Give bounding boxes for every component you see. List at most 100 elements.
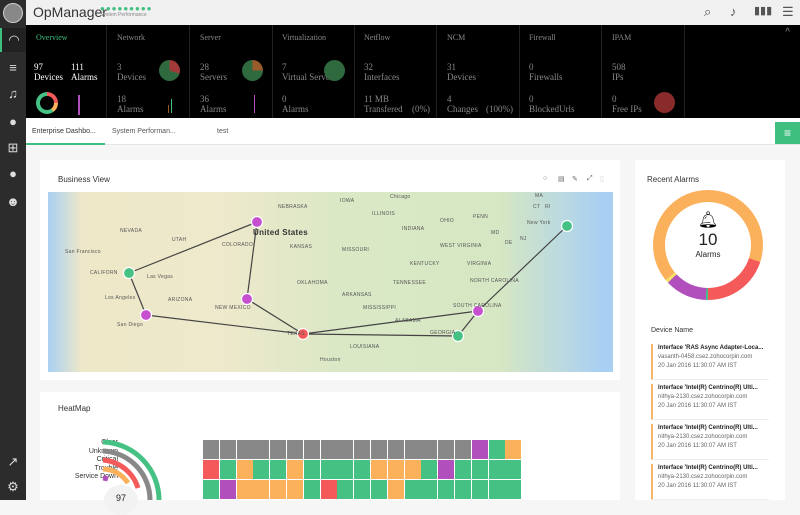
heatmap-cell[interactable] <box>287 460 303 479</box>
heatmap-cell[interactable] <box>337 440 354 459</box>
heatmap-cell[interactable] <box>236 440 253 459</box>
heatmap-cell[interactable] <box>219 480 236 499</box>
heatmap-cell[interactable] <box>253 440 270 459</box>
heatmap-cell[interactable] <box>505 440 522 459</box>
document-icon[interactable]: ▤ <box>558 176 565 183</box>
summary-ncm[interactable]: NCM 31 Devices 4 Changes (100%) <box>437 25 520 118</box>
business-map[interactable]: United States NEBRASKA IOWA Chicago ILLINOIS… <box>48 192 613 372</box>
alarm-list-item[interactable]: Interface 'Intel(R) Centrino(R) Ulti... … <box>651 464 769 500</box>
heatmap-cell[interactable] <box>404 480 421 499</box>
heatmap-cell[interactable] <box>219 460 236 479</box>
heatmap-cell[interactable] <box>421 480 438 499</box>
user-icon[interactable]: ☻ <box>6 194 20 209</box>
heatmap-cell[interactable] <box>404 460 421 479</box>
heatmap-cell[interactable] <box>505 460 522 479</box>
heatmap-cell[interactable] <box>438 480 455 499</box>
heatmap-cell[interactable] <box>354 440 371 459</box>
heatmap-cell[interactable] <box>203 480 219 499</box>
heatmap-cell[interactable] <box>320 460 337 479</box>
heatmap-cell[interactable] <box>320 480 337 499</box>
edit-icon[interactable]: ✎ <box>572 176 578 183</box>
alarm-list-item[interactable]: Interface 'Intel(R) Centrino(R) Ulti... … <box>651 384 769 420</box>
heatmap-cell[interactable] <box>455 440 471 459</box>
heatmap-cell[interactable] <box>471 440 488 459</box>
heatmap-cell[interactable] <box>354 460 371 479</box>
heatmap-cell[interactable] <box>371 460 387 479</box>
heatmap-cell[interactable] <box>287 480 303 499</box>
heatmap-cell[interactable] <box>303 480 320 499</box>
heatmap-cell[interactable] <box>270 460 287 479</box>
alarm-list-item[interactable]: Interface 'Intel(R) Centrino(R) Ulti... … <box>651 424 769 460</box>
tab-test[interactable]: test <box>217 128 229 135</box>
heatmap-cell[interactable] <box>421 440 438 459</box>
expand-icon[interactable]: ⤢ <box>587 175 593 182</box>
heatmap-cell[interactable] <box>320 440 337 459</box>
primary-value: 3 <box>117 62 122 72</box>
workflow-icon[interactable]: ⊞ <box>7 140 19 155</box>
heatmap-cell[interactable] <box>488 460 505 479</box>
inventory-icon[interactable]: ≡ <box>9 60 17 75</box>
heatmap-cell[interactable] <box>371 480 387 499</box>
heatmap-cell[interactable] <box>287 440 303 459</box>
summary-virtualization[interactable]: Virtualization 7 Virtual Servers 0 Alarms <box>272 25 355 118</box>
heatmap-cell[interactable] <box>371 440 387 459</box>
heatmap-cell[interactable] <box>337 480 354 499</box>
chat-icon[interactable]: ● <box>9 166 17 181</box>
alarm-list-item[interactable]: Interface 'RAS Async Adapter-Loca... vas… <box>651 344 769 380</box>
heatmap-cell[interactable] <box>421 460 438 479</box>
heatmap-cell[interactable] <box>303 460 320 479</box>
heatmap-cell[interactable] <box>471 480 488 499</box>
system-performance-indicator[interactable]: ●●●●●●●●● System Performance <box>100 5 153 19</box>
heatmap-cell[interactable] <box>203 460 219 479</box>
heatmap-cell[interactable] <box>488 480 505 499</box>
heatmap-cell[interactable] <box>354 480 371 499</box>
heatmap-cell[interactable] <box>488 440 505 459</box>
device-name-column-header[interactable]: Device Name <box>651 327 694 334</box>
heatmap-cell[interactable] <box>337 460 354 479</box>
summary-ipam[interactable]: IPAM 508 IPs 0 Free IPs <box>602 25 685 118</box>
menu-button[interactable]: ≡ <box>775 122 800 144</box>
summary-netflow[interactable]: Netflow 32 Interfaces 11 MB Transfered (0%… <box>354 25 437 118</box>
dashboard-icon[interactable]: ◠ <box>0 28 26 52</box>
heatmap-cell[interactable] <box>236 460 253 479</box>
heatmap-cell[interactable] <box>387 480 404 499</box>
reports-icon[interactable]: ↗ <box>7 454 19 469</box>
heatmap-cell[interactable] <box>303 440 320 459</box>
bell-icon[interactable]: ♪ <box>730 4 737 19</box>
heatmap-cell[interactable] <box>505 480 522 499</box>
heatmap-cell[interactable] <box>253 480 270 499</box>
sliders-icon[interactable]: ☰ <box>782 4 794 19</box>
settings-icon[interactable]: ⚙ <box>7 479 19 494</box>
heatmap-cell[interactable] <box>404 440 421 459</box>
heatmap-cell[interactable] <box>253 460 270 479</box>
heatmap-cell[interactable] <box>219 440 236 459</box>
collapse-icon[interactable]: ^ <box>785 27 790 38</box>
tab-enterprise-dashboard[interactable]: Enterprise Dashbo... <box>26 118 105 145</box>
heatmap-cell[interactable] <box>270 480 287 499</box>
heatmap-cell[interactable] <box>438 460 455 479</box>
heatmap-cell[interactable] <box>270 440 287 459</box>
search-icon[interactable]: ⌕ <box>704 4 712 19</box>
avatar[interactable] <box>3 3 23 23</box>
summary-firewall[interactable]: Firewall 0 Firewalls 0 BlockedUrls <box>519 25 602 118</box>
heatmap-cell[interactable] <box>236 480 253 499</box>
summary-network[interactable]: Network 3 Devices 18 Alarms <box>107 25 190 118</box>
map-label: ARKANSAS <box>342 292 372 298</box>
maps-icon[interactable]: ● <box>9 114 17 129</box>
battery-icon[interactable]: ▮▮▮ <box>754 5 773 17</box>
heatmap-cell[interactable] <box>455 460 471 479</box>
alarms-icon[interactable]: ♫ <box>8 86 18 101</box>
heatmap-cell[interactable] <box>471 460 488 479</box>
heatmap-cell[interactable] <box>455 480 471 499</box>
heatmap-cell[interactable] <box>203 440 219 459</box>
alarm-bell-icon: 🔔︎ <box>697 212 719 229</box>
heatmap-cell[interactable] <box>387 460 404 479</box>
summary-server[interactable]: Server 28 Servers 36 Alarms <box>190 25 273 118</box>
map-label: United States <box>253 228 309 237</box>
refresh-icon[interactable]: ○ <box>543 175 548 182</box>
delete-icon[interactable]: ▯ <box>600 176 604 183</box>
tab-system-performance[interactable]: System Performan... <box>112 128 176 135</box>
heatmap-cell[interactable] <box>438 440 455 459</box>
overview-column[interactable]: Overview 97 Devices 111 Alarms <box>26 25 107 118</box>
heatmap-cell[interactable] <box>387 440 404 459</box>
